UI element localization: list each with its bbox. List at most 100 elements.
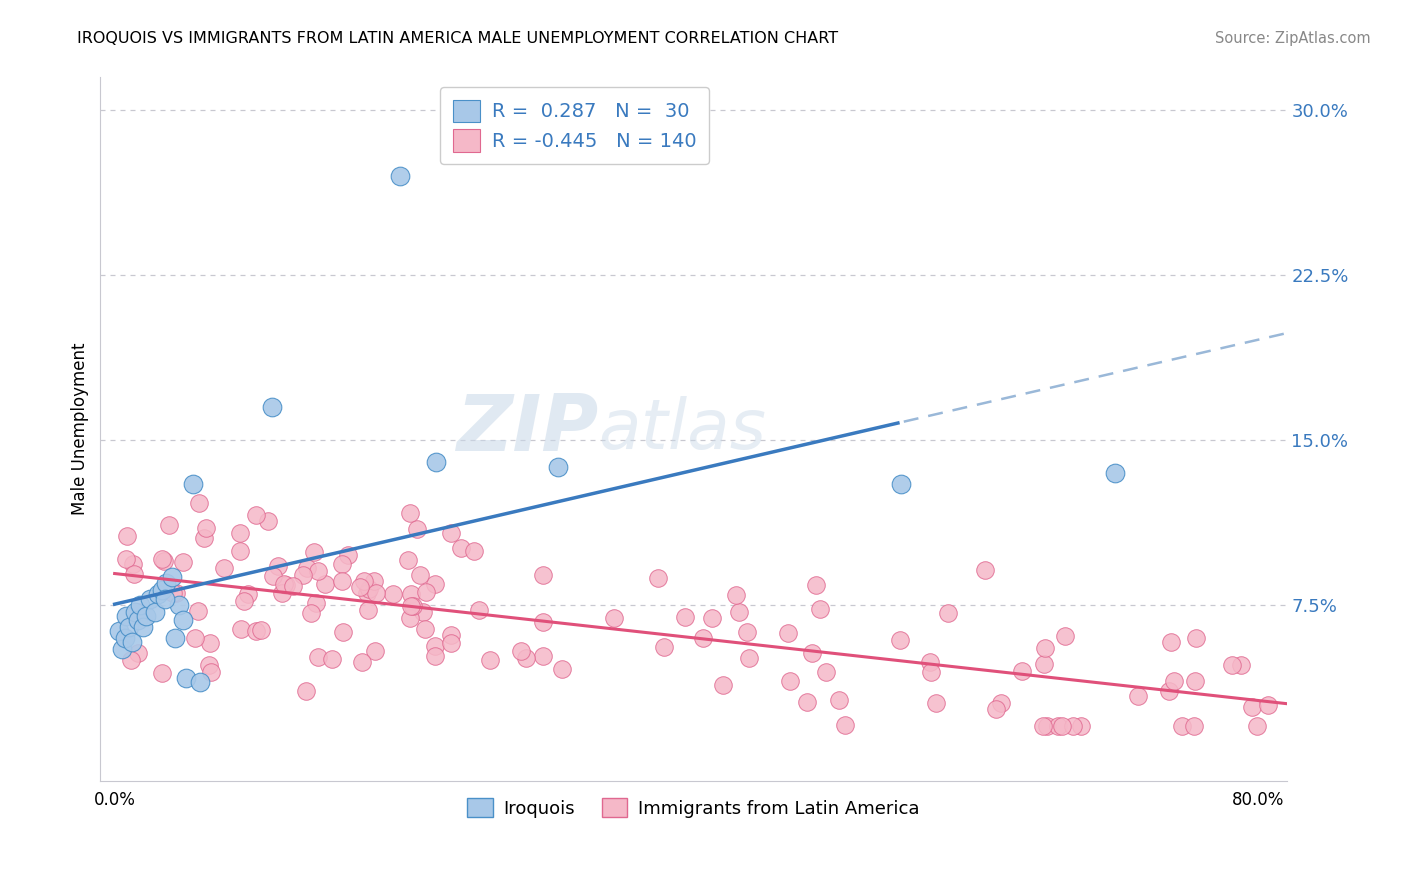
Point (353, 574, 375, 589)
Point (174, 671, 197, 685)
Point (260, 401, 283, 415)
Point (776, 625, 799, 640)
Point (153, 553, 176, 567)
Point (167, 598, 190, 612)
Point (828, 692, 851, 706)
Text: IROQUOIS VS IMMIGRANTS FROM LATIN AMERICA MALE UNEMPLOYMENT CORRELATION CHART: IROQUOIS VS IMMIGRANTS FROM LATIN AMERIC… (77, 31, 838, 46)
Point (302, 545, 325, 559)
Point (700, 611, 723, 625)
Point (139, 591, 162, 606)
Point (129, 598, 152, 612)
Point (356, 586, 378, 600)
Point (1036, 719, 1059, 733)
Point (122, 566, 145, 581)
Point (118, 620, 141, 634)
Point (238, 587, 260, 601)
Point (468, 603, 491, 617)
Point (120, 652, 142, 666)
Point (181, 477, 204, 491)
Point (307, 649, 329, 664)
Point (233, 593, 256, 607)
Point (1159, 684, 1181, 698)
Point (349, 580, 371, 594)
Point (115, 552, 138, 566)
Point (195, 521, 218, 535)
Point (1171, 719, 1194, 733)
Point (183, 631, 205, 645)
Point (463, 544, 485, 558)
Point (399, 599, 422, 613)
Point (172, 614, 194, 628)
Point (974, 563, 997, 577)
Point (531, 648, 554, 663)
Point (150, 551, 173, 566)
Point (150, 582, 173, 597)
Point (150, 666, 173, 681)
Point (299, 606, 322, 620)
Text: atlas: atlas (599, 396, 766, 463)
Point (647, 571, 669, 585)
Point (425, 455, 447, 469)
Point (1160, 634, 1182, 648)
Point (1229, 657, 1251, 672)
Point (402, 599, 425, 613)
Point (1033, 657, 1056, 672)
Point (153, 591, 176, 606)
Point (295, 684, 318, 698)
Point (273, 576, 295, 591)
Point (413, 622, 436, 636)
Point (1032, 719, 1054, 733)
Point (551, 662, 574, 676)
Point (1128, 689, 1150, 703)
Point (214, 561, 236, 575)
Point (925, 696, 948, 710)
Point (738, 650, 761, 665)
Point (890, 477, 912, 491)
Point (984, 701, 1007, 715)
Point (200, 665, 222, 679)
Point (389, 169, 412, 184)
Point (1070, 719, 1092, 733)
Point (727, 605, 749, 619)
Point (352, 655, 374, 669)
Point (423, 649, 446, 664)
Point (190, 675, 212, 690)
Point (808, 601, 831, 615)
Point (143, 605, 166, 619)
Point (187, 496, 209, 510)
Point (1182, 719, 1205, 733)
Point (114, 631, 136, 645)
Point (796, 695, 818, 709)
Point (163, 631, 186, 645)
Point (779, 674, 801, 689)
Point (815, 665, 838, 679)
Point (409, 567, 432, 582)
Point (200, 636, 222, 650)
Text: ZIP: ZIP (457, 392, 599, 467)
Point (197, 657, 219, 672)
Point (1104, 466, 1126, 480)
Point (186, 604, 208, 618)
Point (1052, 719, 1074, 733)
Point (652, 640, 675, 655)
Point (724, 588, 747, 602)
Point (1246, 719, 1268, 733)
Point (295, 561, 318, 575)
Point (1257, 698, 1279, 712)
Point (357, 603, 380, 617)
Point (415, 585, 437, 599)
Point (1184, 631, 1206, 645)
Point (122, 557, 145, 571)
Point (920, 665, 942, 679)
Point (399, 610, 422, 624)
Point (271, 585, 294, 599)
Point (396, 553, 419, 567)
Point (1062, 719, 1084, 733)
Point (440, 636, 463, 650)
Point (267, 559, 290, 574)
Point (330, 574, 353, 589)
Point (115, 529, 138, 543)
Point (509, 644, 531, 658)
Point (366, 586, 388, 600)
Point (804, 578, 827, 592)
